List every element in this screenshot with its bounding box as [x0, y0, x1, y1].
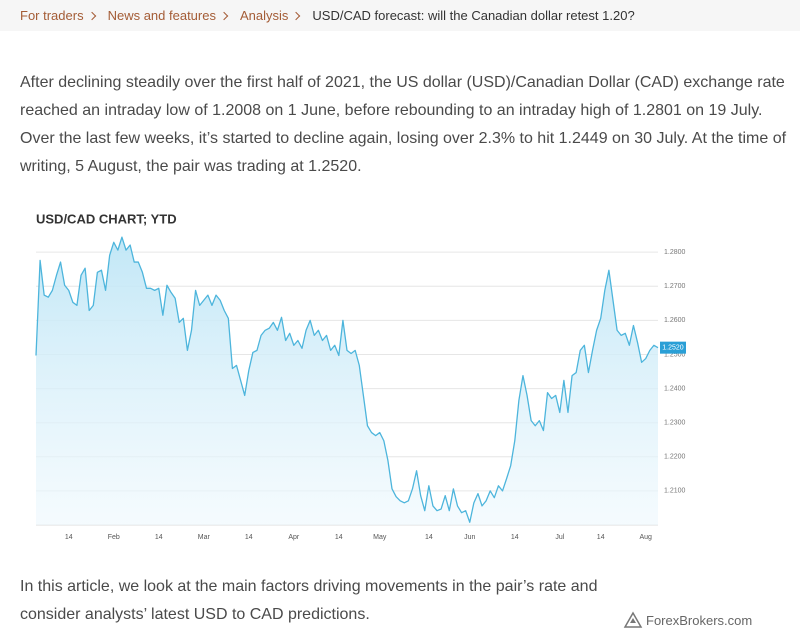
y-tick-label: 1.2400 [664, 385, 686, 392]
y-tick-label: 1.2100 [664, 488, 686, 495]
x-tick-label: 14 [155, 534, 163, 541]
x-tick-label: Mar [198, 534, 211, 541]
x-tick-label: Feb [108, 534, 120, 541]
x-tick-label: 14 [245, 534, 253, 541]
y-tick-label: 1.2800 [664, 249, 686, 256]
y-tick-label: 1.2500 [664, 351, 686, 358]
y-tick-label: 1.2700 [664, 283, 686, 290]
paragraph: In this article, we look at the main fac… [20, 578, 598, 623]
paragraph: After declining steadily over the first … [20, 74, 787, 175]
watermark: ForexBrokers.com [623, 611, 752, 629]
chart: USD/CAD CHART; YTD 1.2100 1.2200 1.2300 1.2… [35, 211, 686, 541]
y-tick-label: 1.2300 [664, 420, 686, 427]
x-tick-label: 14 [335, 534, 343, 541]
y-tick-label: 1.2600 [664, 317, 686, 324]
x-tick-label: Aug [639, 534, 652, 541]
x-tick-label: 14 [597, 534, 605, 541]
breadcrumb-link[interactable]: Analysis [239, 8, 289, 23]
watermark-text: ForexBrokers.com [646, 612, 753, 628]
breadcrumb-link[interactable]: News and features [107, 8, 216, 23]
x-tick-label: 14 [425, 534, 433, 541]
price-line [35, 236, 659, 523]
chevron [87, 11, 96, 20]
x-tick-label: May [373, 534, 387, 541]
breadcrumb: For traders News and features Analysis U… [0, 0, 800, 31]
x-tick-label: Apr [288, 534, 300, 541]
area-fill [36, 237, 658, 525]
chart-title: USD/CAD CHART; YTD [36, 211, 177, 226]
x-tick-label: Jun [464, 534, 475, 541]
price-badge-label: 1.2520 [662, 345, 684, 352]
price-badge [660, 341, 686, 354]
x-tick-label: 14 [65, 534, 73, 541]
breadcrumb-current: USD/CAD forecast: will the Canadian doll… [312, 8, 635, 23]
y-tick-label: 1.2200 [664, 454, 686, 461]
breadcrumb-link[interactable]: For traders [20, 8, 84, 23]
x-tick-label: Jul [555, 534, 564, 541]
watermark-icon [623, 611, 643, 628]
x-tick-label: 14 [511, 534, 519, 541]
chevron [219, 11, 229, 20]
chevron [292, 11, 301, 20]
